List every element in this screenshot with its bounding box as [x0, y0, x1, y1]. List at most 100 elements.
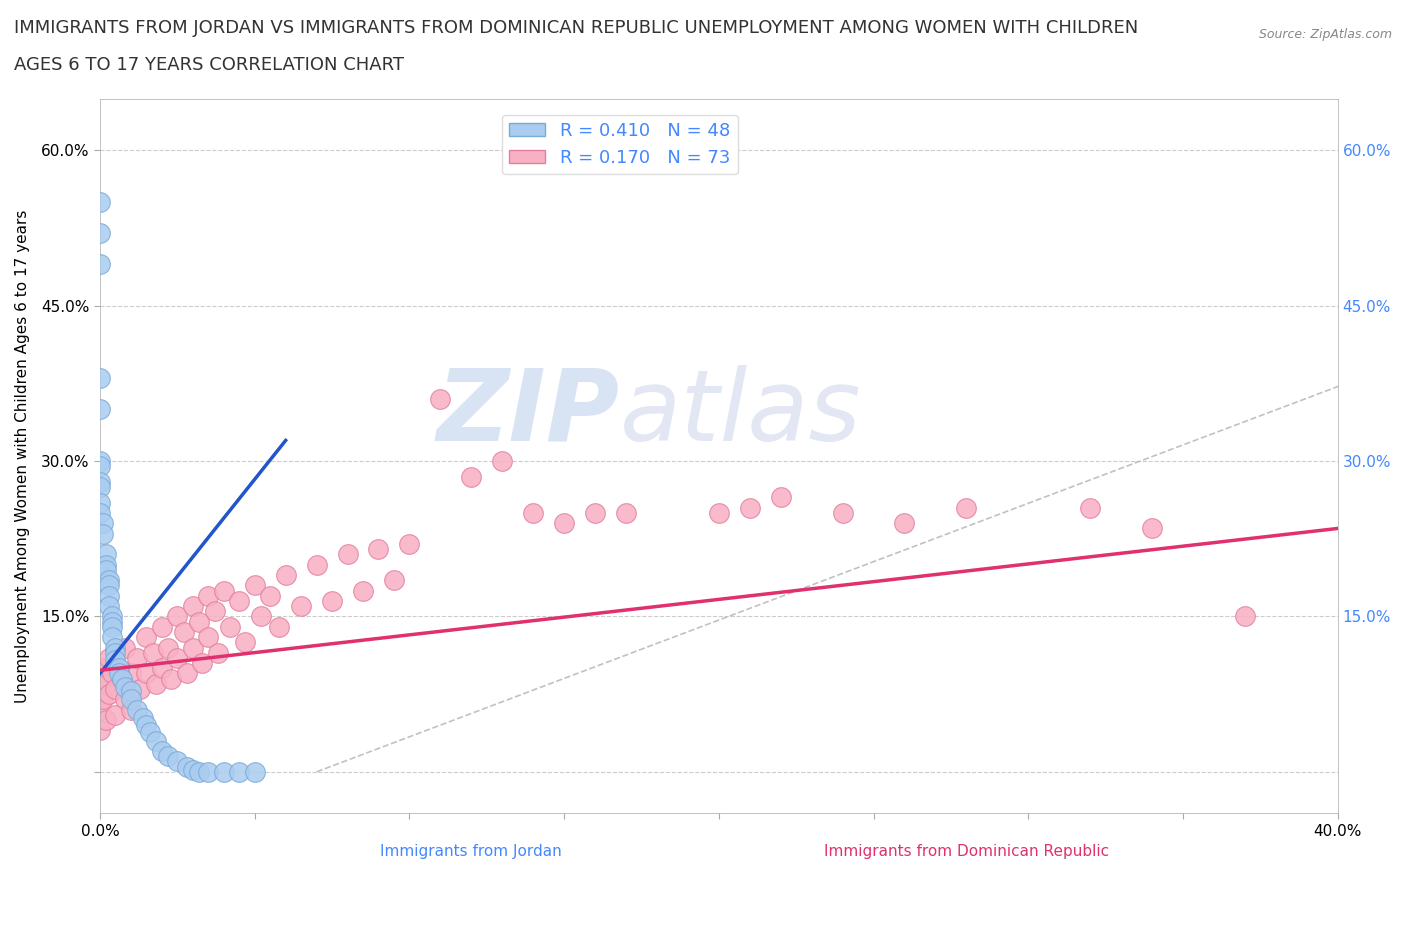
Point: [219, 619, 242, 634]
Point: [207, 645, 229, 660]
Point: [738, 500, 761, 515]
Text: ZIP: ZIP: [437, 365, 620, 461]
Point: [150, 619, 173, 634]
Point: [89, 226, 111, 241]
Point: [104, 653, 127, 668]
Point: [243, 764, 266, 779]
Point: [101, 630, 124, 644]
Point: [188, 764, 211, 779]
Point: [89, 495, 111, 510]
Point: [101, 666, 124, 681]
Point: [89, 474, 111, 489]
Point: [98, 589, 121, 604]
Point: [955, 500, 977, 515]
Point: [104, 682, 127, 697]
Point: [173, 625, 195, 640]
Point: [243, 578, 266, 592]
Point: [89, 506, 111, 521]
Legend: R = 0.410   N = 48, R = 0.170   N = 73: R = 0.410 N = 48, R = 0.170 N = 73: [502, 115, 738, 174]
Point: [188, 614, 211, 629]
Point: [132, 711, 155, 725]
Point: [129, 682, 152, 697]
Point: [150, 661, 173, 676]
Point: [111, 671, 134, 686]
Point: [250, 609, 273, 624]
Point: [176, 759, 198, 774]
Point: [157, 640, 180, 655]
Point: [1078, 500, 1101, 515]
Point: [89, 402, 111, 417]
Point: [96, 547, 118, 562]
Point: [197, 630, 219, 644]
Point: [96, 712, 118, 727]
Point: [553, 516, 575, 531]
Point: [89, 480, 111, 495]
Text: IMMIGRANTS FROM JORDAN VS IMMIGRANTS FROM DOMINICAN REPUBLIC UNEMPLOYMENT AMONG : IMMIGRANTS FROM JORDAN VS IMMIGRANTS FRO…: [14, 19, 1139, 36]
Point: [1233, 609, 1256, 624]
Point: [135, 718, 157, 733]
Text: Immigrants from Jordan: Immigrants from Jordan: [381, 844, 562, 859]
Point: [104, 708, 127, 723]
Point: [150, 744, 173, 759]
Point: [614, 506, 637, 521]
Point: [91, 661, 114, 676]
Point: [259, 589, 281, 604]
Point: [98, 650, 121, 665]
Point: [91, 516, 114, 531]
Point: [114, 680, 136, 695]
Point: [98, 686, 121, 701]
Text: atlas: atlas: [620, 365, 862, 461]
Point: [367, 542, 389, 557]
Point: [290, 599, 312, 614]
Point: [707, 506, 730, 521]
Point: [111, 671, 134, 686]
Point: [145, 734, 167, 749]
Point: [107, 661, 129, 676]
Point: [96, 676, 118, 691]
Point: [120, 666, 142, 681]
Point: [135, 666, 157, 681]
Point: [96, 557, 118, 572]
Point: [197, 764, 219, 779]
Point: [212, 583, 235, 598]
Point: [114, 640, 136, 655]
Point: [135, 630, 157, 644]
Point: [228, 593, 250, 608]
Text: Immigrants from Dominican Republic: Immigrants from Dominican Republic: [824, 844, 1109, 859]
Point: [138, 725, 160, 740]
Point: [382, 573, 405, 588]
Point: [107, 666, 129, 681]
Point: [98, 578, 121, 592]
Point: [491, 454, 513, 469]
Point: [352, 583, 374, 598]
Point: [235, 635, 257, 650]
Point: [89, 702, 111, 717]
Point: [104, 645, 127, 660]
Point: [107, 661, 129, 676]
Point: [98, 573, 121, 588]
Point: [166, 754, 188, 769]
Point: [120, 692, 142, 707]
Point: [429, 392, 451, 406]
Point: [91, 526, 114, 541]
Point: [89, 257, 111, 272]
Point: [120, 702, 142, 717]
Point: [305, 557, 328, 572]
Text: AGES 6 TO 17 YEARS CORRELATION CHART: AGES 6 TO 17 YEARS CORRELATION CHART: [14, 56, 404, 73]
Y-axis label: Unemployment Among Women with Children Ages 6 to 17 years: Unemployment Among Women with Children A…: [15, 209, 30, 703]
Point: [96, 563, 118, 578]
Point: [274, 567, 297, 582]
Point: [269, 619, 291, 634]
Point: [893, 516, 915, 531]
Point: [89, 671, 111, 686]
Point: [89, 454, 111, 469]
Point: [181, 763, 204, 777]
Point: [176, 666, 198, 681]
Point: [114, 692, 136, 707]
Point: [160, 671, 183, 686]
Point: [336, 547, 359, 562]
Point: [157, 749, 180, 764]
Point: [145, 676, 167, 691]
Point: [101, 619, 124, 634]
Point: [181, 640, 204, 655]
